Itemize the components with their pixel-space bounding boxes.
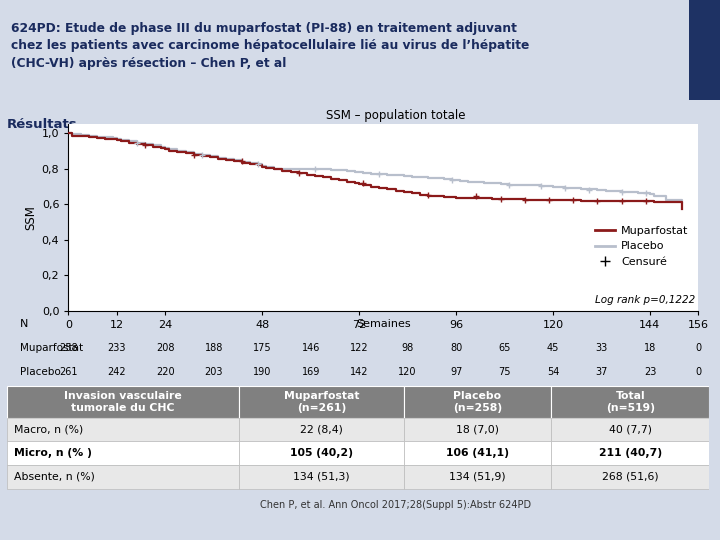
Point xyxy=(640,197,652,205)
Text: Résultats: Résultats xyxy=(7,118,78,131)
Point xyxy=(357,178,369,187)
Text: 23: 23 xyxy=(644,368,656,377)
Legend: Muparfostat, Placebo, Censuré: Muparfostat, Placebo, Censuré xyxy=(591,221,693,272)
Text: 80: 80 xyxy=(450,343,462,353)
Text: 0: 0 xyxy=(696,343,701,353)
Text: 120: 120 xyxy=(398,368,417,377)
Y-axis label: SSM: SSM xyxy=(24,205,37,230)
Text: 106 (41,1): 106 (41,1) xyxy=(446,448,509,458)
Text: Macro, n (%): Macro, n (%) xyxy=(14,424,84,435)
Point xyxy=(309,164,320,173)
Bar xyxy=(7,465,239,489)
Point xyxy=(196,151,207,159)
Text: 65: 65 xyxy=(498,343,510,353)
Bar xyxy=(404,441,552,465)
Text: 242: 242 xyxy=(107,368,126,377)
Text: 188: 188 xyxy=(204,343,223,353)
Point xyxy=(446,176,458,184)
Text: 45: 45 xyxy=(546,343,559,353)
Text: Placebo: Placebo xyxy=(20,368,60,377)
Text: 18: 18 xyxy=(644,343,656,353)
Point xyxy=(293,169,305,178)
Text: 134 (51,3): 134 (51,3) xyxy=(293,472,350,482)
Point xyxy=(140,141,151,150)
Text: 0: 0 xyxy=(696,368,701,377)
Bar xyxy=(7,386,239,418)
Text: 233: 233 xyxy=(107,343,126,353)
Text: Chen P, et al. Ann Oncol 2017;28(Suppl 5):Abstr 624PD: Chen P, et al. Ann Oncol 2017;28(Suppl 5… xyxy=(261,500,531,510)
Bar xyxy=(404,465,552,489)
Point xyxy=(567,196,579,205)
Text: 22 (8,4): 22 (8,4) xyxy=(300,424,343,435)
Bar xyxy=(239,418,404,441)
Text: 122: 122 xyxy=(350,343,369,353)
Bar xyxy=(552,465,709,489)
Bar xyxy=(404,418,552,441)
Text: 258: 258 xyxy=(59,343,78,353)
Text: 268 (51,6): 268 (51,6) xyxy=(602,472,659,482)
Bar xyxy=(689,0,720,100)
Text: 37: 37 xyxy=(595,368,608,377)
Text: Log rank p=0,1222: Log rank p=0,1222 xyxy=(595,295,696,305)
Text: 190: 190 xyxy=(253,368,271,377)
Text: Muparfostat
(n=261): Muparfostat (n=261) xyxy=(284,391,359,413)
Point xyxy=(592,197,603,205)
Point xyxy=(543,195,554,204)
Bar xyxy=(552,418,709,441)
Point xyxy=(495,194,506,203)
Text: 75: 75 xyxy=(498,368,510,377)
Bar xyxy=(404,386,552,418)
Bar xyxy=(7,418,239,441)
Text: N: N xyxy=(20,319,28,329)
Point xyxy=(236,157,248,166)
Text: Micro, n (% ): Micro, n (% ) xyxy=(14,448,92,458)
Text: 98: 98 xyxy=(402,343,414,353)
Text: 134 (51,9): 134 (51,9) xyxy=(449,472,506,482)
Bar xyxy=(552,441,709,465)
Bar xyxy=(239,465,404,489)
Point xyxy=(422,190,433,199)
Point xyxy=(640,189,652,198)
Text: 203: 203 xyxy=(204,368,223,377)
Text: 18 (7,0): 18 (7,0) xyxy=(456,424,499,435)
Text: 105 (40,2): 105 (40,2) xyxy=(290,448,353,458)
Text: SSM – population totale: SSM – population totale xyxy=(326,109,466,123)
Point xyxy=(503,180,514,189)
Text: 146: 146 xyxy=(302,343,320,353)
Text: Absente, n (%): Absente, n (%) xyxy=(14,472,95,482)
Point xyxy=(374,169,385,178)
Bar xyxy=(239,386,404,418)
Text: 175: 175 xyxy=(253,343,271,353)
Text: Invasion vasculaire
tumorale du CHC: Invasion vasculaire tumorale du CHC xyxy=(64,391,182,413)
Text: 211 (40,7): 211 (40,7) xyxy=(598,448,662,458)
Text: 142: 142 xyxy=(350,368,369,377)
Bar xyxy=(239,441,404,465)
Text: 54: 54 xyxy=(546,368,559,377)
Point xyxy=(535,181,546,190)
Point xyxy=(519,195,531,204)
Text: 624PD: Etude de phase III du muparfostat (PI-88) en traitement adjuvant
chez les: 624PD: Etude de phase III du muparfostat… xyxy=(11,22,529,70)
Text: Placebo
(n=258): Placebo (n=258) xyxy=(453,391,502,413)
Point xyxy=(584,186,595,194)
Text: Semaines: Semaines xyxy=(356,319,410,329)
Point xyxy=(188,151,199,159)
Text: Total
(n=519): Total (n=519) xyxy=(606,391,654,413)
Text: 261: 261 xyxy=(59,368,78,377)
Point xyxy=(131,138,143,147)
Text: 220: 220 xyxy=(156,368,175,377)
Bar xyxy=(7,441,239,465)
Point xyxy=(559,184,571,192)
Text: 33: 33 xyxy=(595,343,608,353)
Point xyxy=(253,160,264,169)
Point xyxy=(471,192,482,200)
Point xyxy=(616,197,627,205)
Text: 40 (7,7): 40 (7,7) xyxy=(608,424,652,435)
Text: 208: 208 xyxy=(156,343,174,353)
Text: 97: 97 xyxy=(450,368,462,377)
Point xyxy=(616,188,627,197)
Text: Muparfostat: Muparfostat xyxy=(20,343,83,353)
Text: 169: 169 xyxy=(302,368,320,377)
Bar xyxy=(552,386,709,418)
